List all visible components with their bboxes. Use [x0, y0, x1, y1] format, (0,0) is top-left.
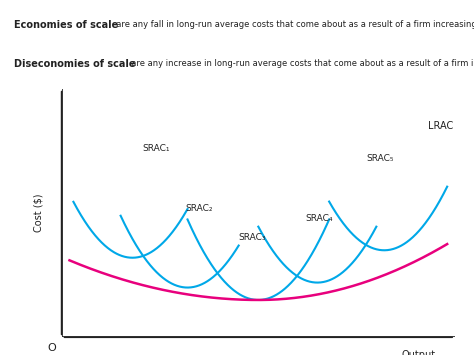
- Text: LRAC: LRAC: [428, 121, 453, 131]
- Text: Cost ($): Cost ($): [33, 194, 43, 232]
- Text: Output: Output: [401, 350, 435, 355]
- Text: O: O: [47, 344, 56, 354]
- Text: SRAC₅: SRAC₅: [366, 154, 394, 163]
- Text: are any fall in long-run average costs that come about as a result of a firm inc: are any fall in long-run average costs t…: [111, 20, 474, 28]
- Text: Diseconomies of scale: Diseconomies of scale: [14, 59, 136, 69]
- Text: SRAC₂: SRAC₂: [185, 204, 213, 213]
- Text: are any increase in long-run average costs that come about as a result of a firm: are any increase in long-run average cos…: [126, 59, 474, 67]
- Text: SRAC₁: SRAC₁: [142, 144, 170, 153]
- Text: SRAC₄: SRAC₄: [306, 214, 333, 223]
- Text: SRAC₃: SRAC₃: [238, 233, 266, 241]
- Text: Economies of scale: Economies of scale: [14, 20, 118, 29]
